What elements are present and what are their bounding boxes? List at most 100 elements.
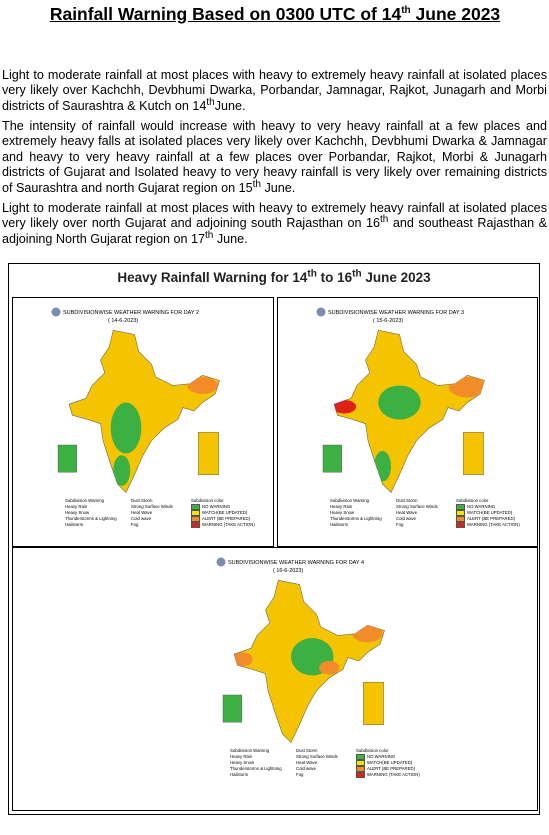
legend-item: Strong Surface Winds (396, 504, 438, 509)
legend-item: Cold wave (296, 766, 317, 771)
legend-swatch (356, 772, 365, 779)
emblem-shape (216, 557, 226, 567)
legend-swatch (456, 516, 465, 523)
legend-item: Subdivision Warning (330, 498, 370, 503)
legend-swatch (356, 754, 365, 760)
legend-swatch (456, 510, 465, 517)
legend: Dust Storm Strong Surface Winds Heat Wave C… (131, 498, 173, 528)
paragraph: The intensity of rainfall would increase… (2, 119, 547, 196)
legend-item: WARNING (TAKE ACTION) (191, 522, 255, 529)
legend-item: ALERT (BE PREPARED) (456, 516, 520, 523)
legend-item: WATCH(BE UPDATED) (456, 510, 520, 517)
map (222, 579, 385, 744)
legend-item: Hailstorm (65, 522, 84, 527)
legend: Subdivision color NO WARNING WATCH(BE UPDA… (356, 748, 420, 779)
legend: Subdivision Warning Heavy Rain Heavy Snow T… (230, 748, 282, 778)
map-date: ( 14-6-2023) (108, 318, 139, 324)
legend-item: Heat Wave (396, 510, 418, 515)
text-run: June. (214, 98, 246, 113)
text-run: Rainfall Warning Based on 0300 UTC of 14 (49, 4, 402, 24)
legend-label: ALERT (BE PREPARED) (467, 516, 515, 522)
superscript: th (352, 268, 362, 280)
legend: Subdivision color NO WARNING WATCH(BE UPDA… (456, 498, 520, 529)
figure-heading: Heavy Rainfall Warning for 14th to 16th … (9, 268, 539, 285)
legend-item: WARNING (TAKE ACTION) (456, 522, 520, 529)
legend-item: Heavy Rain (230, 754, 253, 759)
superscript: th (307, 268, 317, 280)
islands (322, 444, 342, 473)
text-run: June 2023 (361, 270, 431, 285)
legend-swatch (456, 504, 465, 510)
superscript: th (380, 214, 389, 226)
paragraph: Light to moderate rainfall at most place… (2, 68, 547, 114)
legend-item: Heavy Snow (65, 510, 90, 515)
map-title: SUBDIVISIONWISE WEATHER WARNING FOR DAY … (63, 310, 200, 316)
superscript: th (252, 178, 261, 190)
islands (222, 694, 242, 723)
map-title: SUBDIVISIONWISE WEATHER WARNING FOR DAY … (328, 310, 465, 316)
legend-swatch (191, 504, 200, 510)
region (374, 450, 391, 482)
legend-item: Subdivision Warning (65, 498, 105, 503)
legend-title: Subdivision color (456, 498, 489, 503)
legend-item: NO WARNING (356, 754, 420, 760)
islands (463, 432, 484, 475)
text-run: Light to moderate rainfall at most place… (2, 201, 547, 231)
legend-item: Heavy Snow (230, 760, 255, 765)
legend-item: Cold wave (396, 516, 417, 521)
text-run: June. (213, 231, 248, 246)
emblem (51, 307, 61, 317)
region (352, 625, 383, 643)
text-run: June 2023 (410, 4, 501, 24)
superscript: th (205, 229, 214, 241)
legend-item: Heavy Rain (65, 504, 88, 509)
legend-item: Heavy Rain (330, 504, 353, 509)
legend-label: WATCH(BE UPDATED) (202, 510, 248, 516)
regions (110, 377, 218, 486)
legend-swatch (191, 522, 200, 529)
region (319, 661, 340, 675)
text-run: to 16 (316, 270, 353, 285)
text-run: The intensity of rainfall would increase… (2, 119, 547, 195)
legend-label: WARNING (TAKE ACTION) (202, 522, 255, 528)
legend-title: Subdivision color (191, 498, 224, 503)
emblem (216, 557, 226, 567)
islands (198, 432, 219, 475)
map-date: ( 16-6-2023) (273, 568, 304, 574)
legend-item: WATCH(BE UPDATED) (356, 760, 420, 767)
legend-item: NO WARNING (456, 504, 520, 510)
legend: Subdivision color NO WARNING WATCH(BE UPDA… (191, 498, 255, 529)
superscript: th (401, 5, 411, 17)
legend-label: WATCH(BE UPDATED) (367, 760, 413, 766)
legend-item: Hailstorm (330, 522, 349, 527)
legend-title: Subdivision color (356, 748, 389, 753)
title: Rainfall Warning Based on 0300 UTC of 14… (20, 2, 530, 27)
text-run: June. (260, 180, 296, 195)
legend-item: Subdivision Warning (230, 748, 270, 753)
legend-item: Thunderstorms & Lightning (330, 516, 382, 521)
text-run: Heavy Rainfall Warning for 14 (117, 270, 308, 285)
map-panel: SUBDIVISIONWISE WEATHER WARNING FOR DAY … (12, 297, 274, 547)
legend-item: Hailstorm (230, 772, 249, 777)
legend: Subdivision Warning Heavy Rain Heavy Snow T… (330, 498, 382, 528)
legend-swatch (456, 522, 465, 529)
legend-label: ALERT (BE PREPARED) (202, 516, 250, 522)
islands (57, 444, 77, 473)
map-panel: SUBDIVISIONWISE WEATHER WARNING FOR DAY … (277, 297, 538, 547)
paragraph: Light to moderate rainfall at most place… (2, 201, 547, 247)
india-outline (68, 329, 220, 494)
legend-label: WARNING (TAKE ACTION) (467, 522, 520, 528)
map-date: ( 15-6-2023) (373, 318, 404, 324)
legend-item: Dust Storm (296, 748, 318, 753)
legend-item: Cold wave (131, 516, 152, 521)
legend-item: ALERT (BE PREPARED) (191, 516, 255, 523)
superscript: th (206, 96, 215, 108)
legend-item: WARNING (TAKE ACTION) (356, 772, 420, 779)
legend-item: ALERT (BE PREPARED) (356, 766, 420, 773)
regions (234, 625, 383, 676)
region (334, 399, 357, 414)
islands (363, 682, 384, 725)
legend-item: Strong Surface Winds (296, 754, 338, 759)
map (322, 329, 485, 494)
